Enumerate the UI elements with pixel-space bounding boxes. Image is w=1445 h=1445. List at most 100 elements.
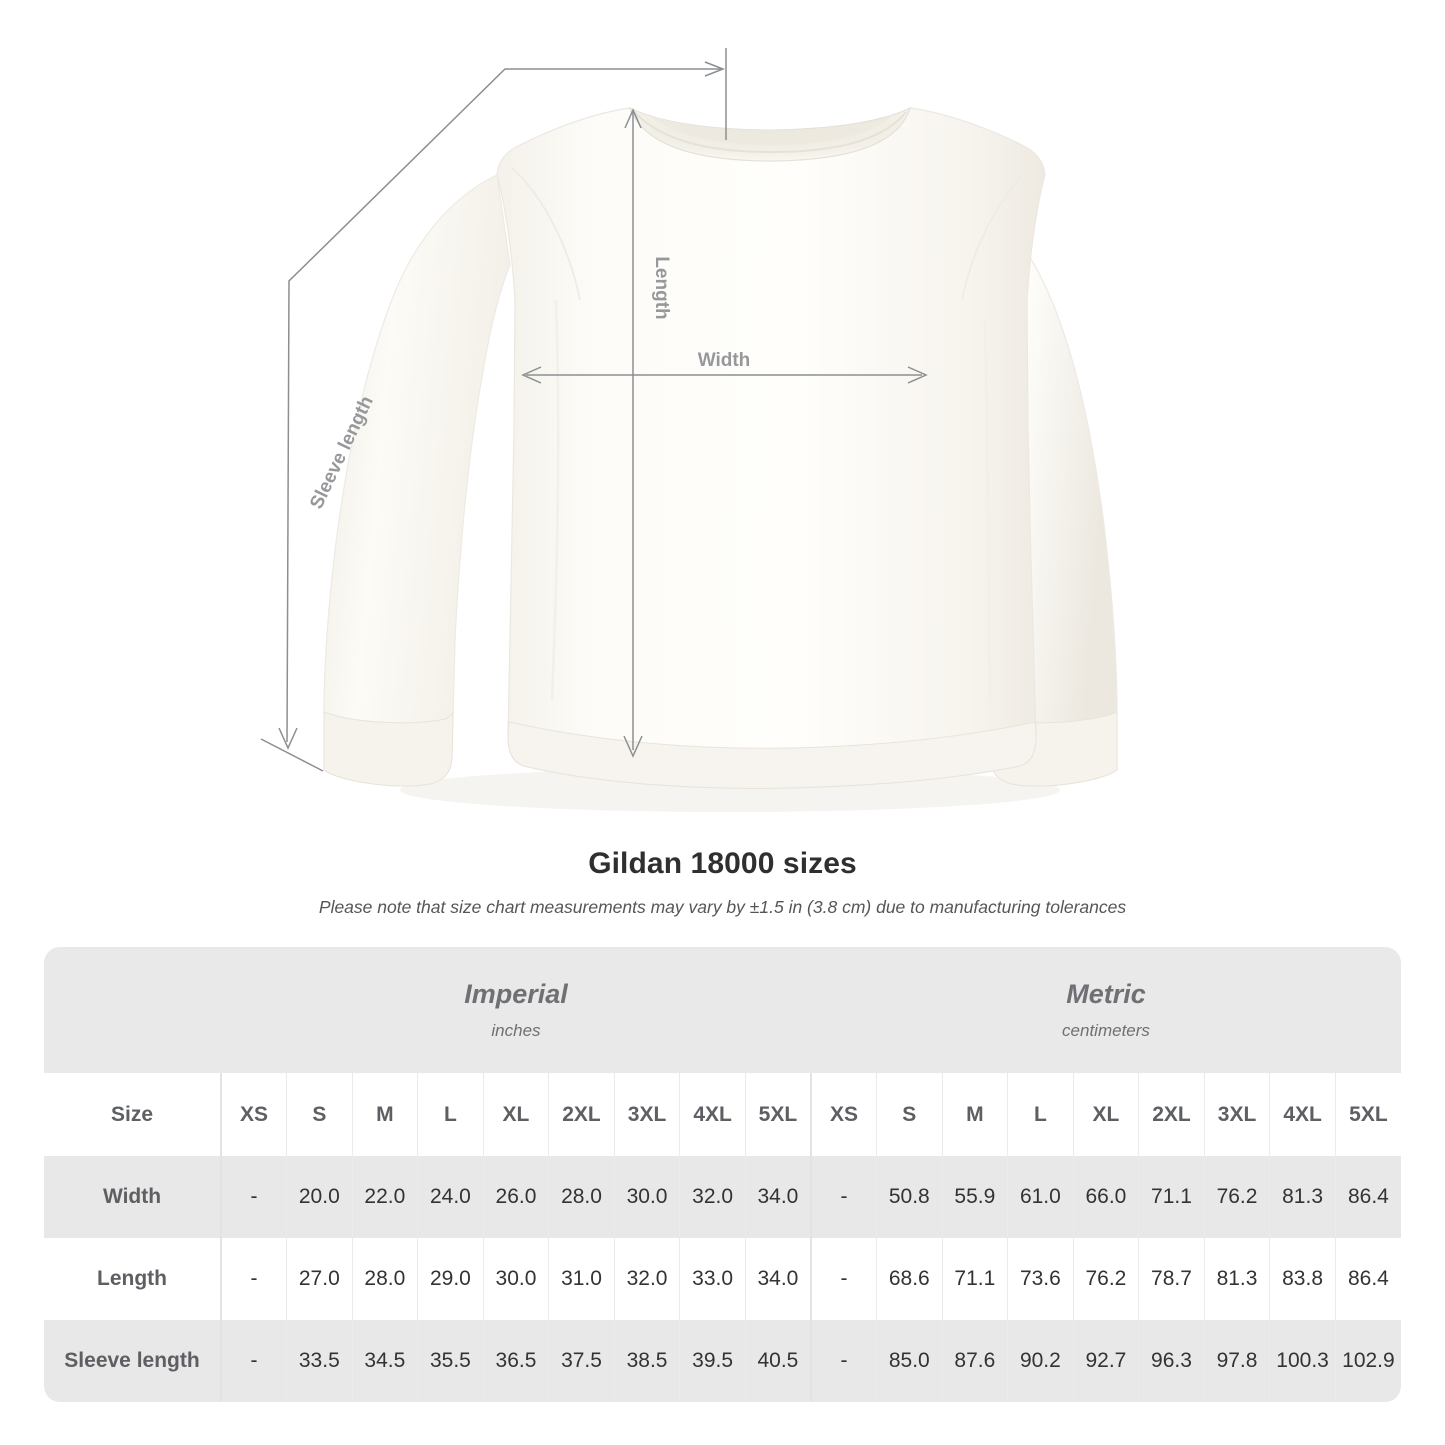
cell-length-imperial-2xl: 31.0 (548, 1238, 615, 1320)
size-chart-table: Imperial inches Metric centimeters Size XS S M L… (44, 947, 1402, 1402)
cell-length-metric-2xl: 78.7 (1138, 1238, 1205, 1320)
sleeve-top-arrowhead (704, 61, 726, 77)
unit-band-metric: Metric centimeters (810, 947, 1402, 1073)
measurement-overlay (260, 48, 928, 772)
sweatshirt-illustration (323, 106, 1118, 812)
column-header-metric-xl: XL (1072, 1073, 1139, 1156)
cell-length-metric-m: 71.1 (941, 1238, 1008, 1320)
unit-band-row: Imperial inches Metric centimeters (44, 947, 1402, 1073)
size-chart-table-wrapper: Imperial inches Metric centimeters Size XS S M L… (44, 947, 1402, 1402)
cell-length-imperial-xl: 30.0 (482, 1238, 549, 1320)
cell-width-imperial-s: 20.0 (286, 1156, 353, 1238)
cell-sleeve-length-imperial-l: 35.5 (417, 1320, 484, 1402)
length-top-arrowhead (624, 108, 642, 129)
cell-sleeve-length-imperial-xl: 36.5 (482, 1320, 549, 1402)
column-header-metric-l: L (1007, 1073, 1074, 1156)
unit-subtitle: inches (491, 1021, 541, 1040)
cell-width-metric-l: 61.0 (1007, 1156, 1074, 1238)
cell-sleeve-length-metric-l: 90.2 (1007, 1320, 1074, 1402)
unit-band-spacer (44, 947, 221, 1073)
cell-width-imperial-2xl: 28.0 (548, 1156, 615, 1238)
bottom-hem (507, 721, 1037, 789)
cell-length-imperial-5xl: 34.0 (744, 1238, 811, 1320)
cell-sleeve-length-metric-s: 85.0 (876, 1320, 943, 1402)
left-shoulder-seam (511, 167, 581, 301)
cell-sleeve-length-imperial-xs: - (220, 1320, 287, 1402)
unit-subtitle: centimeters (1062, 1021, 1150, 1040)
unit-name: Metric (1066, 979, 1146, 1009)
cell-width-metric-3xl: 76.2 (1203, 1156, 1270, 1238)
cell-width-imperial-m: 22.0 (351, 1156, 418, 1238)
cell-width-metric-s: 50.8 (876, 1156, 943, 1238)
cell-sleeve-length-metric-xs: - (809, 1320, 877, 1402)
fabric-fold-left (550, 299, 560, 701)
cell-sleeve-length-metric-xl: 92.7 (1072, 1320, 1139, 1402)
length-bottom-arrowhead (623, 735, 643, 758)
sleeve-bottom-arrowhead (278, 727, 298, 750)
left-sleeve (323, 174, 511, 787)
column-header-imperial-xl: XL (482, 1073, 549, 1156)
column-header-imperial-5xl: 5XL (744, 1073, 811, 1156)
unit-name: Imperial (464, 979, 568, 1009)
width-left-arrowhead (521, 366, 542, 384)
cell-sleeve-length-metric-2xl: 96.3 (1138, 1320, 1205, 1402)
column-header-metric-2xl: 2XL (1138, 1073, 1205, 1156)
column-header-metric-3xl: 3XL (1203, 1073, 1270, 1156)
garment-diagram-svg: Length Width Sleeve length (260, 48, 1118, 812)
cell-length-imperial-xs: - (220, 1238, 287, 1320)
tolerance-note: Please note that size chart measurements… (318, 897, 1127, 917)
page-title: Gildan 18000 sizes (588, 847, 857, 880)
row-label-sleeve-length: Sleeve length (44, 1320, 221, 1402)
cell-length-metric-5xl: 86.4 (1334, 1238, 1402, 1320)
cell-length-metric-s: 68.6 (876, 1238, 943, 1320)
sleeve-bottom-tick (260, 738, 324, 772)
table-row: Length -27.0 28.0 29.0 30.0 31.0 32.0 33.0 34.0-… (44, 1238, 1402, 1320)
cell-length-imperial-3xl: 32.0 (613, 1238, 680, 1320)
cell-length-metric-l: 73.6 (1007, 1238, 1074, 1320)
column-header-imperial-xs: XS (220, 1073, 287, 1156)
column-header-metric-m: M (941, 1073, 1008, 1156)
cell-sleeve-length-imperial-2xl: 37.5 (548, 1320, 615, 1402)
column-header-imperial-3xl: 3XL (613, 1073, 680, 1156)
cell-width-metric-xl: 66.0 (1072, 1156, 1139, 1238)
cell-sleeve-length-imperial-s: 33.5 (286, 1320, 353, 1402)
cell-width-metric-4xl: 81.3 (1269, 1156, 1336, 1238)
cell-width-imperial-5xl: 34.0 (744, 1156, 811, 1238)
column-header-metric-5xl: 5XL (1334, 1073, 1402, 1156)
sleeve-length-line (286, 68, 722, 743)
cell-length-imperial-l: 29.0 (417, 1238, 484, 1320)
column-header-imperial-2xl: 2XL (548, 1073, 615, 1156)
cell-length-metric-xs: - (809, 1238, 877, 1320)
table-row: Sleeve length -33.5 34.5 35.5 36.5 37.5 38.5 39… (44, 1320, 1402, 1402)
cell-sleeve-length-metric-3xl: 97.8 (1203, 1320, 1270, 1402)
cell-sleeve-length-imperial-4xl: 39.5 (679, 1320, 746, 1402)
cell-width-metric-5xl: 86.4 (1334, 1156, 1402, 1238)
cell-width-imperial-l: 24.0 (417, 1156, 484, 1238)
cell-sleeve-length-imperial-3xl: 38.5 (613, 1320, 680, 1402)
cell-width-metric-m: 55.9 (941, 1156, 1008, 1238)
cell-sleeve-length-imperial-m: 34.5 (351, 1320, 418, 1402)
cell-width-metric-xs: - (809, 1156, 877, 1238)
table-header-row: Size XS S M L XL 2XL 3XL 4XL 5XL XS S M L XL 2XL 3XL 4XL 5… (44, 1073, 1402, 1156)
cell-width-imperial-4xl: 32.0 (679, 1156, 746, 1238)
cell-width-imperial-xs: - (220, 1156, 287, 1238)
cell-width-imperial-3xl: 30.0 (613, 1156, 680, 1238)
cell-sleeve-length-imperial-5xl: 40.5 (744, 1320, 811, 1402)
row-label-length: Length (44, 1238, 221, 1320)
cell-length-metric-xl: 76.2 (1072, 1238, 1139, 1320)
column-header-imperial-m: M (351, 1073, 418, 1156)
cell-length-imperial-m: 28.0 (351, 1238, 418, 1320)
column-header-size: Size (44, 1073, 221, 1156)
cell-sleeve-length-metric-4xl: 100.3 (1269, 1320, 1336, 1402)
cell-length-imperial-s: 27.0 (286, 1238, 353, 1320)
width-right-arrowhead (907, 366, 928, 384)
title-block: Gildan 18000 sizes Please note that size… (0, 845, 1445, 919)
cell-length-metric-4xl: 83.8 (1269, 1238, 1336, 1320)
left-cuff (323, 710, 454, 787)
column-header-imperial-s: S (286, 1073, 353, 1156)
column-header-metric-4xl: 4XL (1269, 1073, 1336, 1156)
right-shoulder-seam (961, 167, 1031, 301)
column-header-imperial-4xl: 4XL (679, 1073, 746, 1156)
length-label: Length (651, 256, 672, 319)
collar-inner-seam (633, 111, 907, 154)
